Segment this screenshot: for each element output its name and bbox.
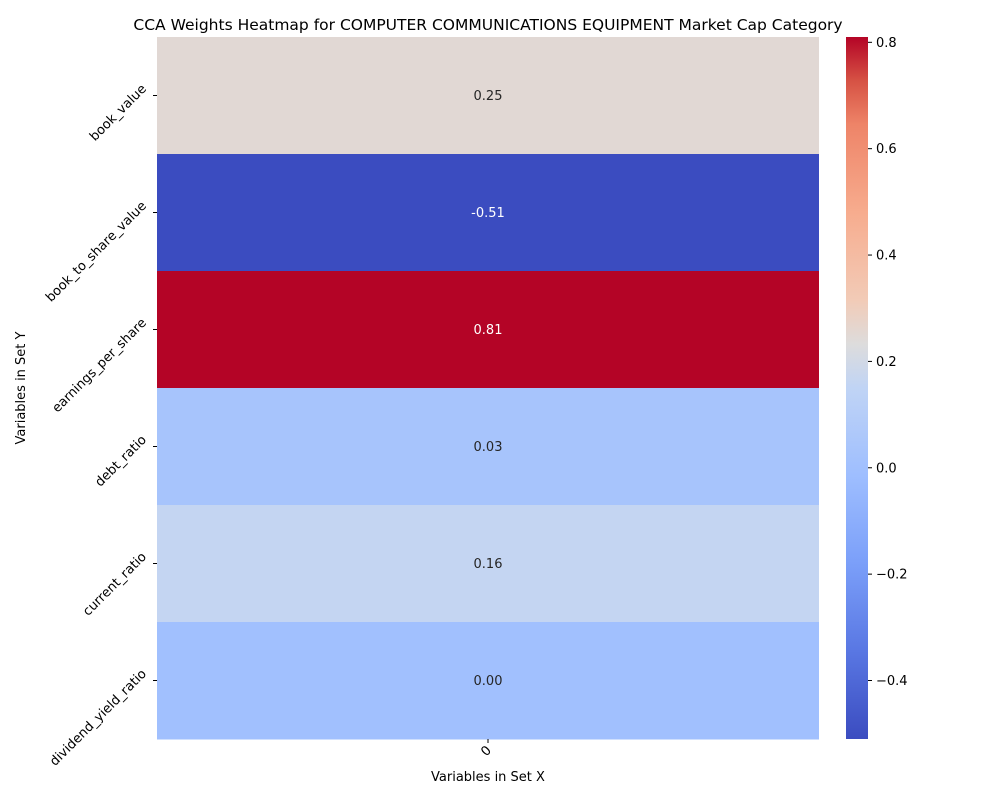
heatmap-cell	[157, 154, 819, 272]
y-tick-label: current_ratio	[80, 550, 150, 620]
y-tick-labels: book_value book_to_share_valueearnings_pe…	[43, 82, 157, 770]
colorbar-tick-label: 0.8	[876, 36, 897, 51]
y-axis-label: Variables in Set Y	[14, 331, 29, 444]
heatmap-cell	[157, 505, 819, 623]
heatmap-cell	[157, 388, 819, 506]
y-tick-label: earnings_per_share	[50, 316, 150, 416]
cell-value-label: 0.16	[474, 557, 503, 572]
y-tick-label: book_value	[87, 82, 150, 145]
colorbar-tick-label: 0.2	[876, 355, 897, 370]
colorbar	[846, 37, 868, 739]
cell-value-label: 0.00	[474, 674, 503, 689]
cell-value-label: 0.03	[474, 440, 503, 455]
y-tick-label: debt_ratio	[92, 433, 149, 490]
y-tick-label: book_to_share_value	[43, 199, 150, 306]
heatmap-cells: 0.25 -0.51 0.81 0.03 0.16 0.00	[157, 37, 819, 740]
colorbar-tick-label: −0.4	[876, 674, 908, 689]
x-tick-labels: 0	[478, 739, 495, 760]
heatmap-cell	[157, 37, 819, 155]
x-axis-label: Variables in Set X	[431, 770, 545, 785]
colorbar-tick-label: −0.2	[876, 568, 908, 583]
x-tick-label: 0	[478, 743, 494, 759]
colorbar-tick-label: 0.6	[876, 142, 897, 157]
colorbar-ticks: 0.8 0.6 0.4 0.2 0.0 −0.2 −0.4	[868, 36, 908, 689]
y-tick-label: dividend_yield_ratio	[47, 667, 150, 770]
cell-value-label: 0.25	[474, 89, 503, 104]
colorbar-tick-label: 0.0	[876, 461, 897, 476]
chart-title: CCA Weights Heatmap for COMPUTER COMMUNI…	[133, 16, 842, 34]
cell-value-label: -0.51	[471, 206, 505, 221]
heatmap-cell	[157, 622, 819, 740]
cell-value-label: 0.81	[474, 323, 503, 338]
colorbar-tick-label: 0.4	[876, 249, 897, 264]
heatmap-cell	[157, 271, 819, 389]
